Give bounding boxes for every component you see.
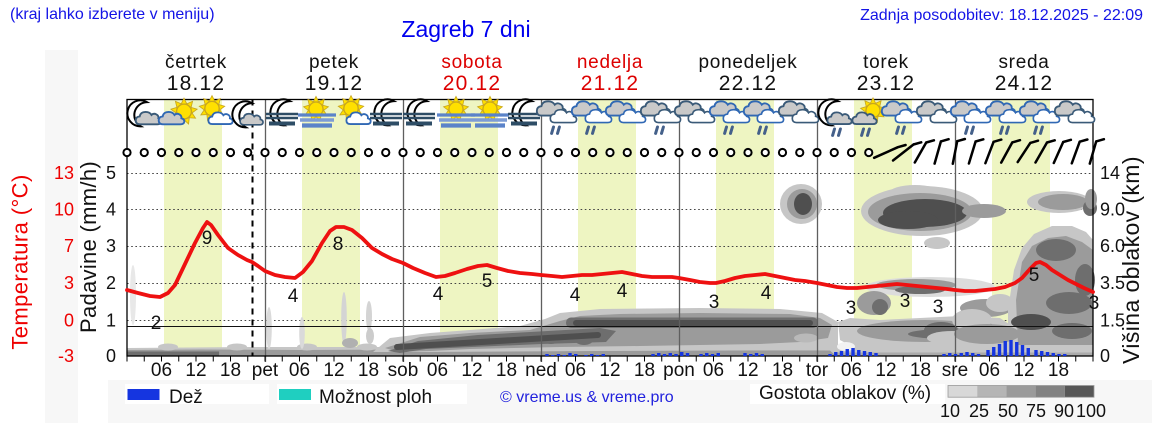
svg-text:12: 12 xyxy=(461,360,482,381)
svg-text:13: 13 xyxy=(54,163,74,183)
svg-text:22.12: 22.12 xyxy=(719,72,778,95)
svg-text:4: 4 xyxy=(433,284,444,305)
svg-text:90: 90 xyxy=(1054,401,1074,421)
svg-text:12: 12 xyxy=(875,360,896,381)
svg-text:14: 14 xyxy=(1100,163,1120,183)
svg-text:4: 4 xyxy=(288,286,299,307)
svg-text:06: 06 xyxy=(979,360,1000,381)
svg-text:sob: sob xyxy=(388,360,419,381)
svg-text:4: 4 xyxy=(570,285,581,306)
svg-text:Gostota oblakov (%): Gostota oblakov (%) xyxy=(759,383,931,404)
svg-text:1: 1 xyxy=(106,311,116,331)
svg-text:06: 06 xyxy=(841,360,862,381)
svg-text:5: 5 xyxy=(1029,265,1040,286)
svg-text:4: 4 xyxy=(106,200,116,220)
svg-text:3: 3 xyxy=(933,297,944,318)
svg-text:7: 7 xyxy=(64,236,74,256)
svg-text:3: 3 xyxy=(900,291,911,312)
svg-text:Možnost ploh: Možnost ploh xyxy=(319,387,432,408)
svg-text:2: 2 xyxy=(151,313,162,334)
svg-text:06: 06 xyxy=(565,360,586,381)
svg-text:1.5: 1.5 xyxy=(1100,311,1125,331)
svg-text:Temperatura (°C): Temperatura (°C) xyxy=(8,174,33,349)
svg-text:0: 0 xyxy=(64,311,74,331)
svg-text:18.12: 18.12 xyxy=(167,72,226,95)
svg-text:0: 0 xyxy=(1100,346,1110,366)
svg-text:12: 12 xyxy=(1013,360,1034,381)
svg-text:nedelja: nedelja xyxy=(577,52,643,73)
svg-text:sre: sre xyxy=(942,360,968,381)
svg-text:18: 18 xyxy=(220,360,241,381)
svg-text:18: 18 xyxy=(910,360,931,381)
svg-text:12: 12 xyxy=(185,360,206,381)
svg-text:20.12: 20.12 xyxy=(443,72,502,95)
svg-text:25: 25 xyxy=(969,401,989,421)
svg-text:10: 10 xyxy=(54,200,74,220)
svg-text:četrtek: četrtek xyxy=(165,52,227,73)
svg-text:(kraj lahko izberete v meniju): (kraj lahko izberete v meniju) xyxy=(10,6,215,23)
svg-text:50: 50 xyxy=(998,401,1018,421)
svg-text:18: 18 xyxy=(1048,360,1069,381)
svg-text:06: 06 xyxy=(703,360,724,381)
svg-text:5: 5 xyxy=(106,163,116,183)
svg-text:100: 100 xyxy=(1076,401,1106,421)
svg-text:3: 3 xyxy=(64,273,74,293)
svg-text:Padavine (mm/h): Padavine (mm/h) xyxy=(76,161,101,333)
svg-text:3: 3 xyxy=(846,298,857,319)
svg-text:18: 18 xyxy=(634,360,655,381)
svg-text:pet: pet xyxy=(252,360,279,381)
svg-text:Zadnja posodobitev: 18.12.2025: Zadnja posodobitev: 18.12.2025 - 22:09 xyxy=(860,7,1143,24)
svg-text:18: 18 xyxy=(772,360,793,381)
svg-text:9: 9 xyxy=(202,228,213,249)
svg-text:06: 06 xyxy=(427,360,448,381)
svg-text:12: 12 xyxy=(737,360,758,381)
svg-text:sreda: sreda xyxy=(998,52,1049,73)
svg-text:Dež: Dež xyxy=(169,387,203,408)
svg-text:sobota: sobota xyxy=(441,52,502,73)
svg-text:torek: torek xyxy=(863,52,909,73)
svg-text:tor: tor xyxy=(806,360,829,381)
svg-text:12: 12 xyxy=(323,360,344,381)
svg-text:4: 4 xyxy=(761,283,772,304)
svg-text:06: 06 xyxy=(289,360,310,381)
svg-text:Zagreb 7 dni: Zagreb 7 dni xyxy=(401,16,530,42)
svg-text:3: 3 xyxy=(106,236,116,256)
svg-text:pon: pon xyxy=(663,360,695,381)
svg-text:5: 5 xyxy=(482,271,493,292)
svg-text:-3: -3 xyxy=(58,346,74,366)
svg-text:75: 75 xyxy=(1026,401,1046,421)
svg-text:12: 12 xyxy=(599,360,620,381)
svg-text:8: 8 xyxy=(333,234,344,255)
svg-text:18: 18 xyxy=(496,360,517,381)
svg-text:24.12: 24.12 xyxy=(995,72,1054,95)
svg-text:10: 10 xyxy=(940,401,960,421)
svg-text:6.0: 6.0 xyxy=(1100,236,1125,256)
svg-text:© vreme.us & vreme.pro: © vreme.us & vreme.pro xyxy=(500,389,674,406)
svg-text:3: 3 xyxy=(1089,293,1100,314)
svg-text:23.12: 23.12 xyxy=(857,72,916,95)
svg-text:19.12: 19.12 xyxy=(305,72,364,95)
svg-text:Višina oblakov (km): Višina oblakov (km) xyxy=(1118,156,1144,364)
svg-text:petek: petek xyxy=(309,52,359,73)
svg-text:18: 18 xyxy=(358,360,379,381)
svg-text:2: 2 xyxy=(106,273,116,293)
svg-text:ponedeljek: ponedeljek xyxy=(699,52,798,73)
svg-text:3: 3 xyxy=(709,292,720,313)
svg-text:4: 4 xyxy=(617,281,628,302)
svg-text:0: 0 xyxy=(106,346,116,366)
svg-text:06: 06 xyxy=(151,360,172,381)
svg-text:21.12: 21.12 xyxy=(581,72,640,95)
svg-text:9.0: 9.0 xyxy=(1100,200,1125,220)
svg-text:3.5: 3.5 xyxy=(1100,273,1125,293)
svg-text:ned: ned xyxy=(525,360,557,381)
